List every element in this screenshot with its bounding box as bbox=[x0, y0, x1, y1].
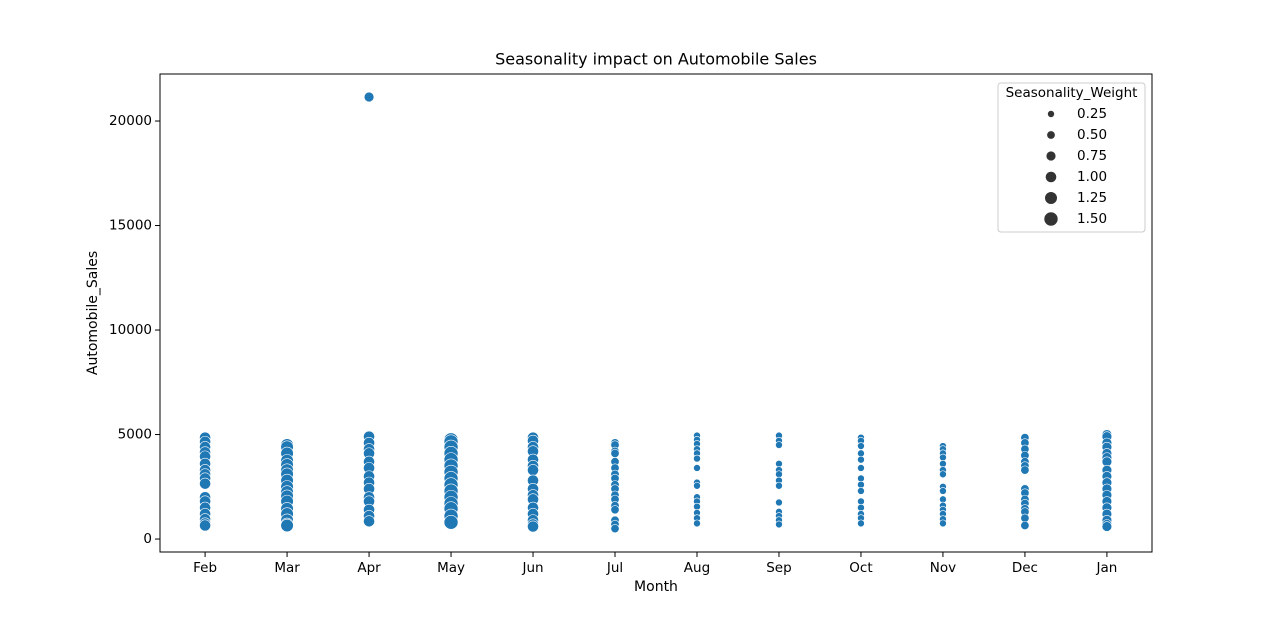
chart-title: Seasonality impact on Automobile Sales bbox=[495, 50, 817, 69]
point bbox=[939, 487, 947, 495]
point bbox=[1020, 520, 1030, 530]
point bbox=[939, 495, 947, 504]
x-tick-label: Nov bbox=[930, 560, 956, 576]
point bbox=[693, 454, 701, 463]
x-tick-label: Mar bbox=[274, 560, 300, 576]
legend-label: 0.25 bbox=[1077, 106, 1107, 122]
point bbox=[775, 481, 783, 490]
point bbox=[857, 455, 865, 464]
point bbox=[857, 487, 865, 495]
point bbox=[610, 524, 620, 534]
point bbox=[775, 470, 783, 479]
x-tick-label: Jul bbox=[606, 560, 623, 576]
x-tick-label: Aug bbox=[684, 560, 710, 576]
x-tick-label: May bbox=[437, 560, 465, 576]
point bbox=[199, 519, 211, 532]
y-tick-label: 15000 bbox=[109, 218, 152, 234]
legend-marker bbox=[1044, 191, 1058, 205]
legend-box bbox=[997, 82, 1146, 233]
point bbox=[939, 470, 947, 479]
legend-label: 1.00 bbox=[1077, 169, 1107, 185]
point bbox=[363, 91, 375, 103]
legend-title: Seasonality_Weight bbox=[1006, 85, 1138, 101]
legend-marker bbox=[1043, 211, 1059, 227]
x-tick-label: Jun bbox=[521, 560, 543, 576]
point bbox=[939, 453, 947, 462]
point bbox=[199, 477, 211, 490]
point bbox=[857, 449, 865, 458]
x-tick-label: Oct bbox=[849, 560, 872, 576]
legend-marker bbox=[1045, 171, 1057, 183]
point bbox=[857, 474, 865, 483]
point bbox=[527, 520, 539, 533]
point bbox=[775, 498, 783, 507]
point bbox=[857, 480, 865, 489]
x-tick-label: Dec bbox=[1012, 560, 1038, 576]
x-tick-label: Jan bbox=[1096, 560, 1118, 576]
legend-label: 1.50 bbox=[1077, 211, 1107, 227]
point bbox=[280, 518, 294, 533]
point bbox=[443, 515, 459, 530]
x-axis-label: Month bbox=[634, 579, 678, 595]
legend-marker bbox=[1047, 110, 1055, 118]
point bbox=[939, 519, 947, 528]
x-tick-label: Apr bbox=[357, 560, 381, 576]
legend-label: 0.50 bbox=[1077, 127, 1107, 143]
point bbox=[857, 503, 865, 512]
point bbox=[610, 505, 620, 515]
point bbox=[857, 464, 865, 472]
point bbox=[693, 481, 701, 490]
point bbox=[857, 497, 865, 506]
legend-marker bbox=[1046, 130, 1056, 140]
legend-label: 0.75 bbox=[1077, 148, 1107, 164]
x-tick-label: Sep bbox=[766, 560, 791, 576]
point bbox=[857, 519, 865, 528]
y-tick-label: 20000 bbox=[109, 113, 152, 129]
point bbox=[775, 520, 783, 529]
point bbox=[693, 464, 701, 472]
point bbox=[610, 448, 620, 458]
x-tick-label: Feb bbox=[193, 560, 217, 576]
plot-area bbox=[159, 73, 1153, 553]
point bbox=[1020, 465, 1030, 475]
y-tick-label: 10000 bbox=[109, 322, 152, 338]
point bbox=[1101, 521, 1113, 532]
point bbox=[693, 519, 701, 528]
point bbox=[527, 464, 539, 476]
legend-label: 1.25 bbox=[1077, 190, 1107, 206]
y-axis-label: Automobile_Sales bbox=[85, 251, 101, 375]
point bbox=[363, 515, 375, 528]
point bbox=[857, 442, 865, 450]
y-tick-label: 5000 bbox=[118, 427, 152, 443]
point bbox=[939, 459, 947, 468]
legend-marker bbox=[1045, 150, 1057, 162]
y-tick-label: 0 bbox=[143, 531, 152, 547]
point bbox=[693, 502, 701, 511]
point bbox=[775, 459, 783, 468]
point bbox=[775, 441, 783, 449]
